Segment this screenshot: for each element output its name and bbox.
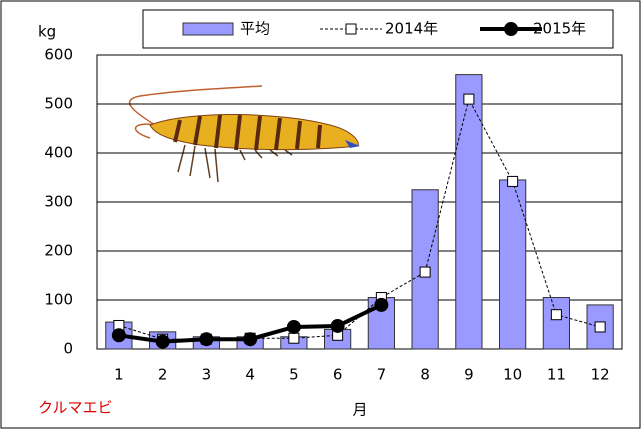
legend-swatch xyxy=(182,22,234,36)
marker xyxy=(550,309,562,321)
bar xyxy=(542,297,570,350)
marker xyxy=(594,321,606,333)
plot-border xyxy=(96,54,623,350)
x-tick-label: 2 xyxy=(158,366,168,384)
x-tick-label: 9 xyxy=(464,366,474,384)
x-tick-label: 8 xyxy=(420,366,430,384)
marker xyxy=(288,332,300,344)
marker xyxy=(286,319,301,334)
shrimp-illustration xyxy=(128,85,360,183)
y-tick-label: 0 xyxy=(63,340,73,358)
marker xyxy=(463,93,475,105)
y-tick-label: 100 xyxy=(44,291,73,309)
x-tick-label: 11 xyxy=(547,366,566,384)
x-tick-label: 5 xyxy=(289,366,299,384)
bar xyxy=(455,74,483,350)
marker xyxy=(507,175,519,187)
x-axis-label: 月 xyxy=(352,401,367,419)
annotation: クルマエビ xyxy=(38,399,113,417)
legend-label: 2014年 xyxy=(385,20,438,38)
marker xyxy=(374,297,389,312)
bar xyxy=(499,179,527,350)
y-tick-label: 500 xyxy=(44,95,73,113)
y-axis-label: kg xyxy=(38,23,56,41)
x-tick-label: 3 xyxy=(202,366,212,384)
x-tick-label: 10 xyxy=(503,366,522,384)
legend-marker xyxy=(504,22,518,36)
x-tick-label: 1 xyxy=(114,366,124,384)
marker xyxy=(330,318,345,333)
marker xyxy=(419,266,431,278)
x-tick-label: 7 xyxy=(377,366,387,384)
y-tick-label: 600 xyxy=(44,46,73,64)
y-tick-label: 400 xyxy=(44,144,73,162)
x-tick-label: 12 xyxy=(591,366,610,384)
marker xyxy=(243,332,258,347)
y-tick-label: 300 xyxy=(44,193,73,211)
marker xyxy=(111,328,126,343)
legend-label: 平均 xyxy=(240,20,270,38)
legend-marker xyxy=(345,23,357,35)
x-tick-label: 6 xyxy=(333,366,343,384)
x-tick-label: 4 xyxy=(245,366,255,384)
y-tick-label: 200 xyxy=(44,242,73,260)
marker xyxy=(155,334,170,349)
legend-label: 2015年 xyxy=(533,20,586,38)
marker xyxy=(199,332,214,347)
